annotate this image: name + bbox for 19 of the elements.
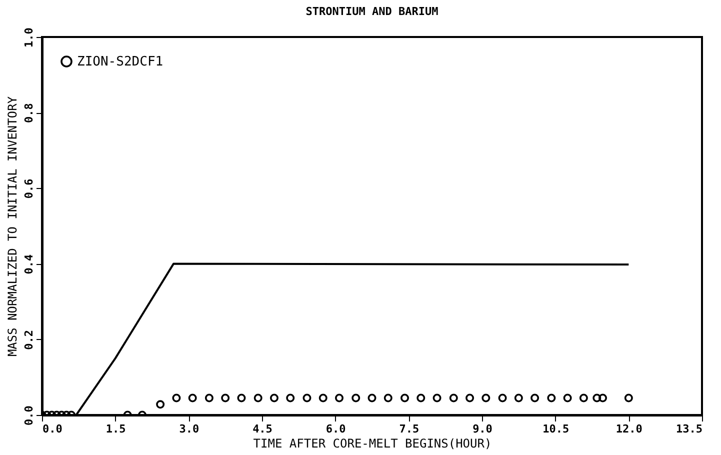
x-tick-label: 1.5 bbox=[106, 422, 126, 436]
y-tick-label: 0.4 bbox=[22, 254, 36, 274]
chart-title: STRONTIUM AND BARIUM bbox=[306, 5, 439, 18]
legend-label: ZION-S2DCF1 bbox=[77, 54, 164, 70]
x-tick-label: 0.0 bbox=[42, 422, 62, 436]
y-axis-title: MASS NORMALIZED TO INITIAL INVENTORY bbox=[6, 96, 20, 357]
x-tick-label: 6.0 bbox=[326, 422, 346, 436]
y-tick-label: 0.6 bbox=[22, 178, 36, 199]
x-tick-label: 7.5 bbox=[399, 422, 420, 436]
y-tick-label: 0.2 bbox=[22, 330, 36, 350]
x-tick-label: 4.5 bbox=[252, 422, 272, 436]
x-tick-label: 13.5 bbox=[676, 422, 702, 436]
x-tick-label: 9.0 bbox=[472, 422, 492, 436]
x-tick-label: 10.5 bbox=[542, 422, 570, 436]
x-axis-title: TIME AFTER CORE-MELT BEGINS(HOUR) bbox=[253, 436, 492, 450]
y-tick-label: 0.8 bbox=[22, 103, 36, 124]
x-tick-label: 3.0 bbox=[179, 422, 200, 436]
y-tick-label: 1.0 bbox=[22, 28, 36, 48]
x-tick-label: 12.0 bbox=[616, 422, 642, 436]
